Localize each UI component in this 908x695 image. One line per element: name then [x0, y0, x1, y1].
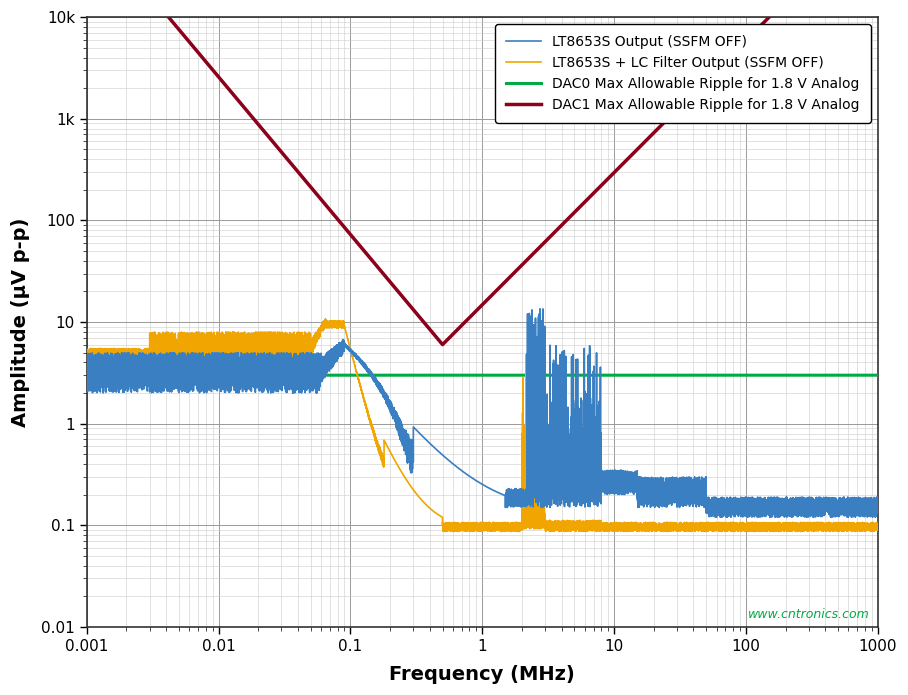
- DAC1 Max Allowable Ripple for 1.8 V Analog: [437, 341, 448, 349]
- LT8653S Output (SSFM OFF): [236, 382, 247, 390]
- Line: LT8653S Output (SSFM OFF): LT8653S Output (SSFM OFF): [87, 309, 878, 517]
- LT8653S + LC Filter Output (SSFM OFF): [236, 348, 247, 356]
- LT8653S Output (SSFM OFF): [84, 359, 95, 367]
- DAC0 Max Allowable Ripple for 1.8 V Analog: [468, 371, 479, 379]
- LT8653S Output (SSFM OFF): [129, 377, 140, 386]
- LT8653S + LC Filter Output (SSFM OFF): [831, 526, 842, 534]
- LT8653S Output (SSFM OFF): [831, 498, 842, 507]
- LT8653S + LC Filter Output (SSFM OFF): [84, 346, 95, 354]
- DAC0 Max Allowable Ripple for 1.8 V Analog: [236, 371, 247, 379]
- LT8653S + LC Filter Output (SSFM OFF): [873, 520, 883, 528]
- LT8653S + LC Filter Output (SSFM OFF): [544, 528, 555, 536]
- DAC1 Max Allowable Ripple for 1.8 V Analog: [236, 101, 247, 109]
- DAC0 Max Allowable Ripple for 1.8 V Analog: [82, 371, 93, 379]
- LT8653S Output (SSFM OFF): [826, 513, 837, 521]
- DAC0 Max Allowable Ripple for 1.8 V Analog: [873, 371, 883, 379]
- Legend: LT8653S Output (SSFM OFF), LT8653S + LC Filter Output (SSFM OFF), DAC0 Max Allow: LT8653S Output (SSFM OFF), LT8653S + LC …: [495, 24, 871, 123]
- DAC0 Max Allowable Ripple for 1.8 V Analog: [830, 371, 841, 379]
- LT8653S + LC Filter Output (SSFM OFF): [468, 526, 479, 534]
- DAC0 Max Allowable Ripple for 1.8 V Analog: [129, 371, 140, 379]
- Line: LT8653S + LC Filter Output (SSFM OFF): LT8653S + LC Filter Output (SSFM OFF): [87, 319, 878, 532]
- LT8653S Output (SSFM OFF): [873, 509, 883, 517]
- LT8653S Output (SSFM OFF): [114, 359, 125, 368]
- LT8653S Output (SSFM OFF): [468, 475, 479, 483]
- LT8653S Output (SSFM OFF): [82, 369, 93, 377]
- LT8653S + LC Filter Output (SSFM OFF): [129, 352, 140, 361]
- LT8653S + LC Filter Output (SSFM OFF): [82, 345, 93, 353]
- LT8653S + LC Filter Output (SSFM OFF): [320, 315, 331, 323]
- Line: DAC1 Max Allowable Ripple for 1.8 V Analog: DAC1 Max Allowable Ripple for 1.8 V Anal…: [87, 0, 878, 345]
- DAC0 Max Allowable Ripple for 1.8 V Analog: [114, 371, 125, 379]
- DAC0 Max Allowable Ripple for 1.8 V Analog: [84, 371, 95, 379]
- LT8653S + LC Filter Output (SSFM OFF): [114, 348, 125, 357]
- Text: www.cntronics.com: www.cntronics.com: [748, 608, 870, 621]
- LT8653S Output (SSFM OFF): [535, 304, 546, 313]
- DAC1 Max Allowable Ripple for 1.8 V Analog: [468, 309, 479, 318]
- X-axis label: Frequency (MHz): Frequency (MHz): [390, 665, 575, 684]
- Y-axis label: Amplitude (μV p-p): Amplitude (μV p-p): [11, 218, 30, 427]
